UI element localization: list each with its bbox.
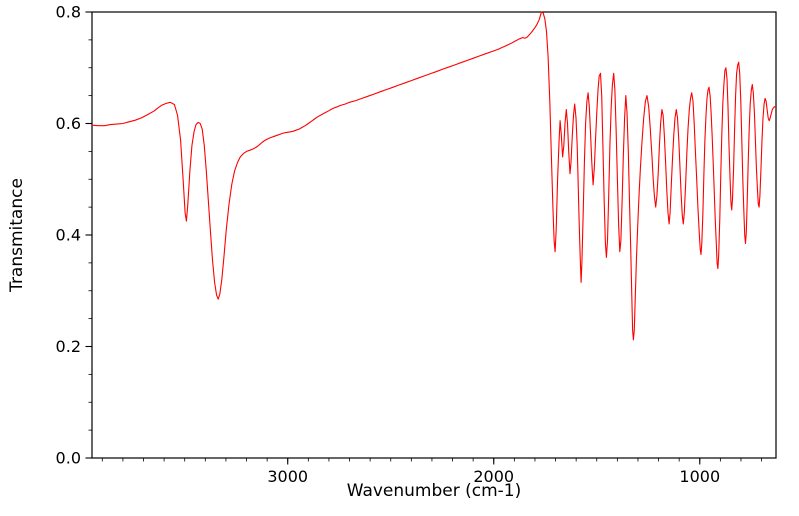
y-tick-label: 0.8 <box>56 3 81 22</box>
y-tick-label: 0.4 <box>56 226 81 245</box>
x-axis-label: Wavenumber (cm-1) <box>346 481 522 501</box>
plot-border <box>91 11 777 459</box>
y-tick-label: 0.2 <box>56 337 81 356</box>
y-tick-label: 0.6 <box>56 114 81 133</box>
y-tick-label: 0.0 <box>56 449 81 468</box>
x-tick-label: 3000 <box>267 467 308 486</box>
x-tick-label: 2000 <box>473 467 514 486</box>
spectrum-line <box>91 11 776 341</box>
x-tick-label: 1000 <box>679 467 720 486</box>
